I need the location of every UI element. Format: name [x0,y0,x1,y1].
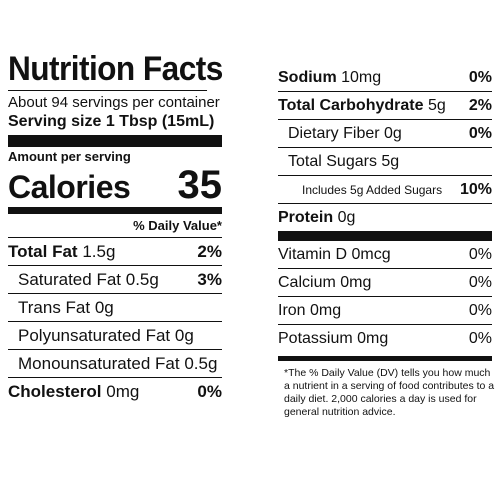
nutrient-name: Trans Fat [18,297,91,317]
nutrient-amount: 0g [94,297,114,317]
calories-value: 35 [177,163,223,207]
serving-size: Serving size 1 Tbsp (15mL) [8,112,222,132]
nutrient-name: Sodium [278,68,337,86]
nutrient-dv: 0% [197,381,222,401]
nutrient-row-dietary-fiber: Dietary Fiber 0g 0% [278,119,492,147]
vitamin-row-calcium: Calcium 0mg 0% [278,268,492,296]
nutrient-dv: 0% [468,273,492,291]
nutrient-row-total-fat: Total Fat 1.5g 2% [8,237,222,265]
nutrient-row-saturated-fat: Saturated Fat 0.5g 3% [8,265,222,293]
nutrient-amount: 0g [174,325,194,345]
nutrient-row-total-sugars: Total Sugars 5g [278,147,492,175]
divider-medium [278,356,492,361]
nutrient-name: Saturated Fat [18,269,122,289]
nutrient-name: Total Fat [8,241,78,261]
nutrient-dv: 0% [468,245,492,263]
nutrient-dv: 0% [468,329,492,347]
nutrient-amount: 0.5g [184,353,218,373]
nutrition-facts-left-column: Nutrition Facts About 94 servings per co… [8,50,223,405]
nutrient-name: Includes 5g Added Sugars [302,182,443,197]
daily-value-footnote: *The % Daily Value (DV) tells you how mu… [284,367,495,418]
nutrient-dv: 10% [459,180,492,198]
nutrient-name: Vitamin D [278,245,348,263]
nutrient-row-polyunsaturated-fat: Polyunsaturated Fat 0g [8,321,222,349]
servings-per-container: About 94 servings per container [8,94,220,111]
nutrient-row-sodium: Sodium 10mg 0% [278,64,492,91]
nutrient-name: Protein [278,208,334,226]
nutrient-name: Total Sugars [288,152,377,170]
nutrient-dv: 2% [197,241,222,261]
vitamin-row-vitamin-d: Vitamin D 0mcg 0% [278,241,492,268]
nutrient-amount: 5g [427,96,446,114]
serving-size-value: 1 Tbsp (15mL) [105,113,215,130]
nutrient-name: Potassium [278,329,353,347]
nutrient-row-added-sugars: Includes 5g Added Sugars 10% [278,175,492,203]
nutrient-row-protein: Protein 0g [278,203,492,231]
calories-row: Calories 35 [8,165,222,205]
nutrient-name: Polyunsaturated Fat [18,325,171,345]
nutrient-name: Monounsaturated Fat [18,353,180,373]
nutrient-row-total-carbohydrate: Total Carbohydrate 5g 2% [278,91,492,119]
vitamin-row-iron: Iron 0mg 0% [278,296,492,324]
nutrient-dv: 2% [468,96,492,114]
nutrient-amount: 0mcg [351,245,391,263]
nutrient-amount: 0g [384,124,402,142]
nutrient-name: Total Carbohydrate [278,96,424,114]
nutrition-facts-right-column: Sodium 10mg 0% Total Carbohydrate 5g 2% … [278,64,494,419]
calories-label: Calories [8,169,131,205]
nutrient-dv: 3% [197,269,222,289]
nutrient-dv: 0% [468,68,492,86]
nutrient-row-cholesterol: Cholesterol 0mg 0% [8,377,222,405]
divider-thick [278,231,492,241]
nutrient-amount: 0mg [310,301,342,319]
nutrient-amount: 10mg [341,68,382,86]
nutrient-amount: 5g [381,152,400,170]
nutrient-row-monounsaturated-fat: Monounsaturated Fat 0.5g [8,349,222,377]
nutrient-amount: 0mg [340,273,372,291]
nutrient-name: Calcium [278,273,336,291]
label-title: Nutrition Facts [8,50,223,91]
nutrient-name: Iron [278,301,306,319]
nutrient-dv: 0% [468,301,492,319]
nutrient-amount: 0.5g [125,269,159,289]
divider-medium [8,207,222,214]
divider-thick [8,135,222,147]
amount-per-serving: Amount per serving [8,149,131,164]
daily-value-header: % Daily Value* [133,218,222,233]
nutrient-name: Cholesterol [8,381,102,401]
serving-size-label: Serving size [8,113,102,130]
nutrient-dv: 0% [468,124,492,142]
nutrient-name: Dietary Fiber [288,124,380,142]
nutrient-amount: 0mg [106,381,140,401]
nutrient-amount: 1.5g [82,241,116,261]
nutrient-amount: 0g [337,208,356,226]
nutrient-amount: 0mg [357,329,389,347]
nutrient-row-trans-fat: Trans Fat 0g [8,293,222,321]
vitamin-row-potassium: Potassium 0mg 0% [278,324,492,352]
